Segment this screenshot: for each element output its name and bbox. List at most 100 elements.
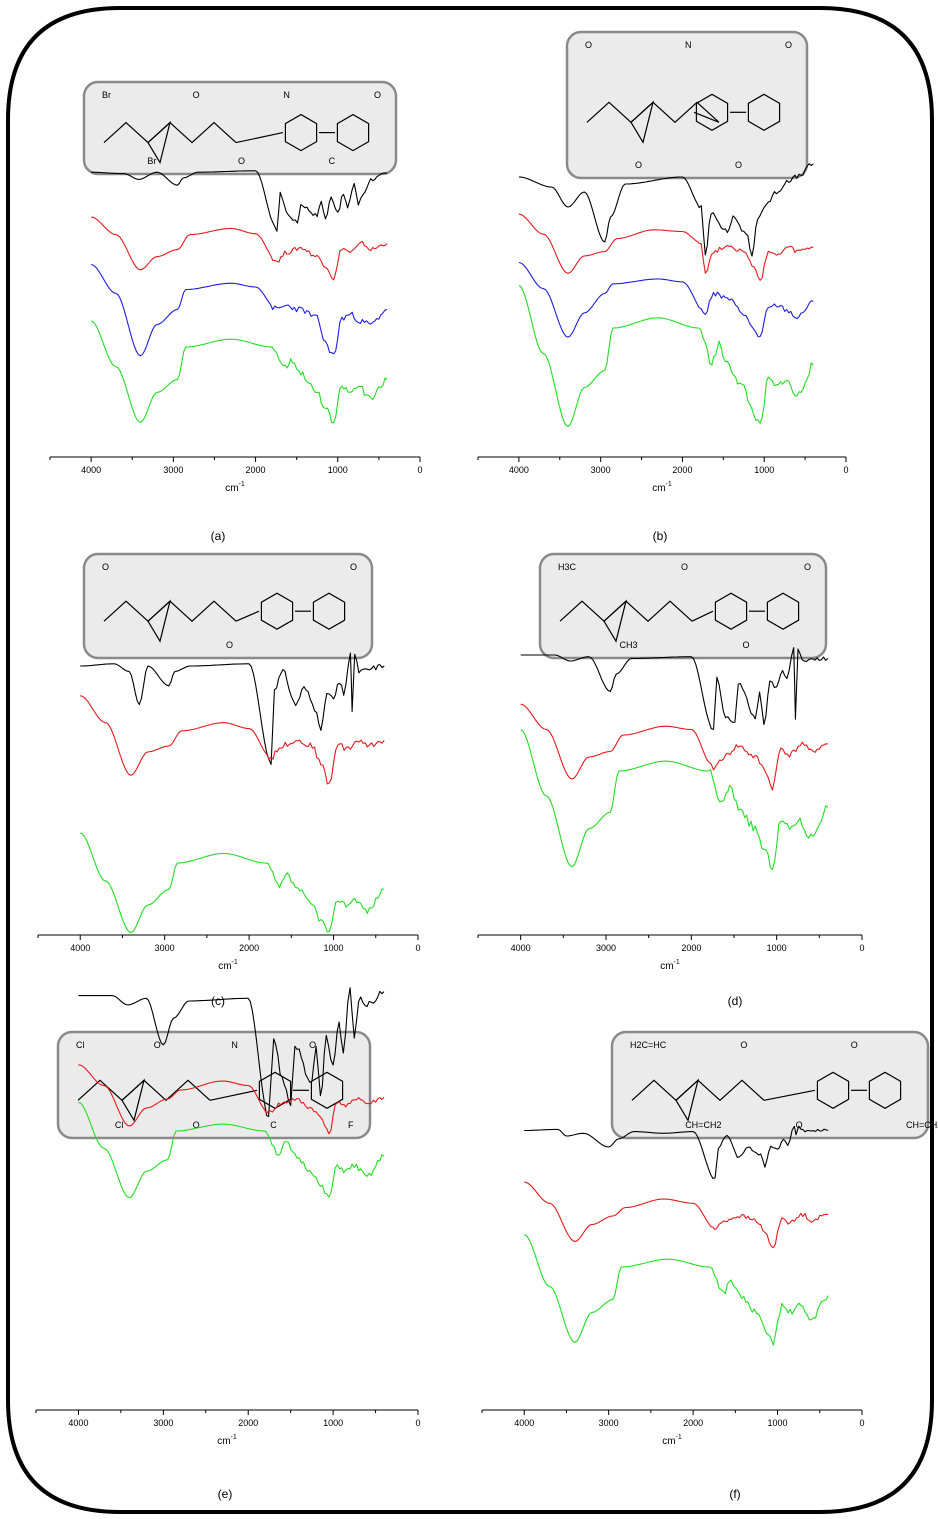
x-tick-label: 0 <box>859 943 864 953</box>
molecule-structure: H3C CH3 O O O <box>558 562 811 650</box>
spectrum-line-pure <box>80 652 385 765</box>
spectrum-line-loaded <box>80 695 385 785</box>
structure-atom-label: N <box>283 90 290 100</box>
spectrum-line-loaded <box>78 1064 385 1135</box>
structure-atom-label: F <box>348 1120 354 1130</box>
panel-label: (c) <box>211 994 225 1008</box>
ftir-panel-a: Br Br O O N C O 4000 3000 2000 1000 0 cm-1 (a) <box>49 80 423 543</box>
structure-atom-label: O <box>585 40 592 50</box>
x-tick-label: 4000 <box>509 465 529 475</box>
spectrum-line-loaded <box>518 213 814 281</box>
figure-frame <box>6 6 934 1514</box>
spectrum-line-loaded <box>520 703 828 791</box>
panel-label: (f) <box>729 1487 740 1501</box>
x-axis-unit-exponent: -1 <box>232 959 238 966</box>
spectrum-line-loaded <box>524 1181 829 1249</box>
x-tick-label: 1000 <box>328 465 348 475</box>
structure-atom-label: Br <box>102 90 111 100</box>
x-axis-unit-label: cm-1 <box>660 959 680 972</box>
spectrum-line-support <box>520 729 829 871</box>
molecule-structure: Br Br O O N C O <box>102 90 381 166</box>
x-tick-label: 2000 <box>672 465 692 475</box>
structure-atom-label: Br <box>147 156 156 166</box>
x-tick-label: 1000 <box>324 943 344 953</box>
structure-atom-label: O <box>740 1040 747 1050</box>
x-tick-label: 0 <box>415 1418 420 1428</box>
molecule-structure: H2C=HC CH=CH2 O O O CH=CH2 <box>630 1040 938 1130</box>
panel-label: (d) <box>728 994 743 1008</box>
spectrum-line-support <box>79 832 385 934</box>
structure-atom-label: O <box>851 1040 858 1050</box>
spectrum-line-pure <box>91 170 388 232</box>
spectrum-line-support <box>523 1234 829 1346</box>
x-tick-label: 1000 <box>767 943 787 953</box>
x-axis-unit-label: cm-1 <box>652 481 672 494</box>
x-tick-label: 2000 <box>246 465 266 475</box>
structure-atom-label: H2C=HC <box>630 1040 667 1050</box>
structure-inset <box>565 30 809 180</box>
x-tick-label: 2000 <box>681 943 701 953</box>
structure-atom-label: O <box>309 1040 316 1050</box>
x-axis-unit-exponent: -1 <box>666 481 672 488</box>
x-tick-label: 4000 <box>70 943 90 953</box>
spectrum-line-loaded <box>91 216 388 281</box>
structure-atom-label: O <box>804 562 811 572</box>
spectrum-line-pure <box>520 647 829 730</box>
structure-atom-label: Cl <box>115 1120 124 1130</box>
x-tick-label: 3000 <box>153 1418 173 1428</box>
x-axis-unit-exponent: -1 <box>231 1434 237 1441</box>
x-tick-label: 3000 <box>599 1418 619 1428</box>
x-tick-label: 0 <box>415 943 420 953</box>
x-axis-unit-label: cm-1 <box>225 481 245 494</box>
structure-atom-label: O <box>735 160 742 170</box>
x-tick-label: 1000 <box>754 465 774 475</box>
structure-atom-label: O <box>154 1040 161 1050</box>
x-axis-unit-text: cm <box>217 1436 230 1447</box>
x-tick-label: 4000 <box>511 943 531 953</box>
structure-atom-label: O <box>635 160 642 170</box>
x-tick-label: 2000 <box>239 943 259 953</box>
x-axis-unit-label: cm-1 <box>662 1434 682 1447</box>
structure-atom-label: O <box>785 40 792 50</box>
structure-atom-label: O <box>681 562 688 572</box>
ftir-panel-f: H2C=HC CH=CH2 O O O CH=CH2 4000 3000 2000 1000 0 cm… <box>481 1030 938 1501</box>
x-tick-label: 0 <box>859 1418 864 1428</box>
structure-atom-label: C <box>270 1120 277 1130</box>
x-tick-label: 4000 <box>81 465 101 475</box>
structure-atom-label: C <box>329 156 336 166</box>
ftir-panel-c: O O O 4000 3000 2000 1000 0 cm-1 (c) <box>37 552 421 1008</box>
structure-atom-label: O <box>743 640 750 650</box>
x-tick-label: 3000 <box>591 465 611 475</box>
structure-atom-label: CH3 <box>620 640 638 650</box>
spectrum-line-loaded <box>90 263 388 357</box>
structure-atom-label: H3C <box>558 562 577 572</box>
x-axis-unit-text: cm <box>652 483 665 494</box>
x-tick-label: 3000 <box>163 465 183 475</box>
structure-atom-label: N <box>231 1040 238 1050</box>
x-tick-label: 2000 <box>683 1418 703 1428</box>
x-axis-unit-text: cm <box>660 961 673 972</box>
panel-label: (b) <box>653 529 668 543</box>
x-tick-label: 2000 <box>238 1418 258 1428</box>
x-tick-label: 3000 <box>155 943 175 953</box>
spectrum-line-support <box>518 285 814 428</box>
structure-atom-label: O <box>193 90 200 100</box>
structure-atom-label: O <box>226 640 233 650</box>
structure-atom-label: CH=CH2 <box>906 1120 938 1130</box>
x-tick-label: 0 <box>417 465 422 475</box>
structure-inset <box>82 552 374 660</box>
ftir-panel-b: O O N O O 4000 3000 2000 1000 0 cm-1 (b) <box>477 30 849 543</box>
spectrum-line-support <box>78 1101 385 1199</box>
ftir-panel-d: H3C CH3 O O O 4000 3000 2000 1000 0 cm-1 (d) <box>477 552 865 1008</box>
x-axis-unit-text: cm <box>225 483 238 494</box>
x-tick-label: 3000 <box>596 943 616 953</box>
spectrum-line-pure <box>78 987 385 1118</box>
x-tick-label: 1000 <box>323 1418 343 1428</box>
x-axis-unit-exponent: -1 <box>239 481 245 488</box>
structure-atom-label: O <box>350 562 357 572</box>
spectrum-line-loaded <box>518 261 814 338</box>
structure-atom-label: O <box>374 90 381 100</box>
structure-inset <box>538 552 828 660</box>
x-tick-label: 4000 <box>68 1418 88 1428</box>
